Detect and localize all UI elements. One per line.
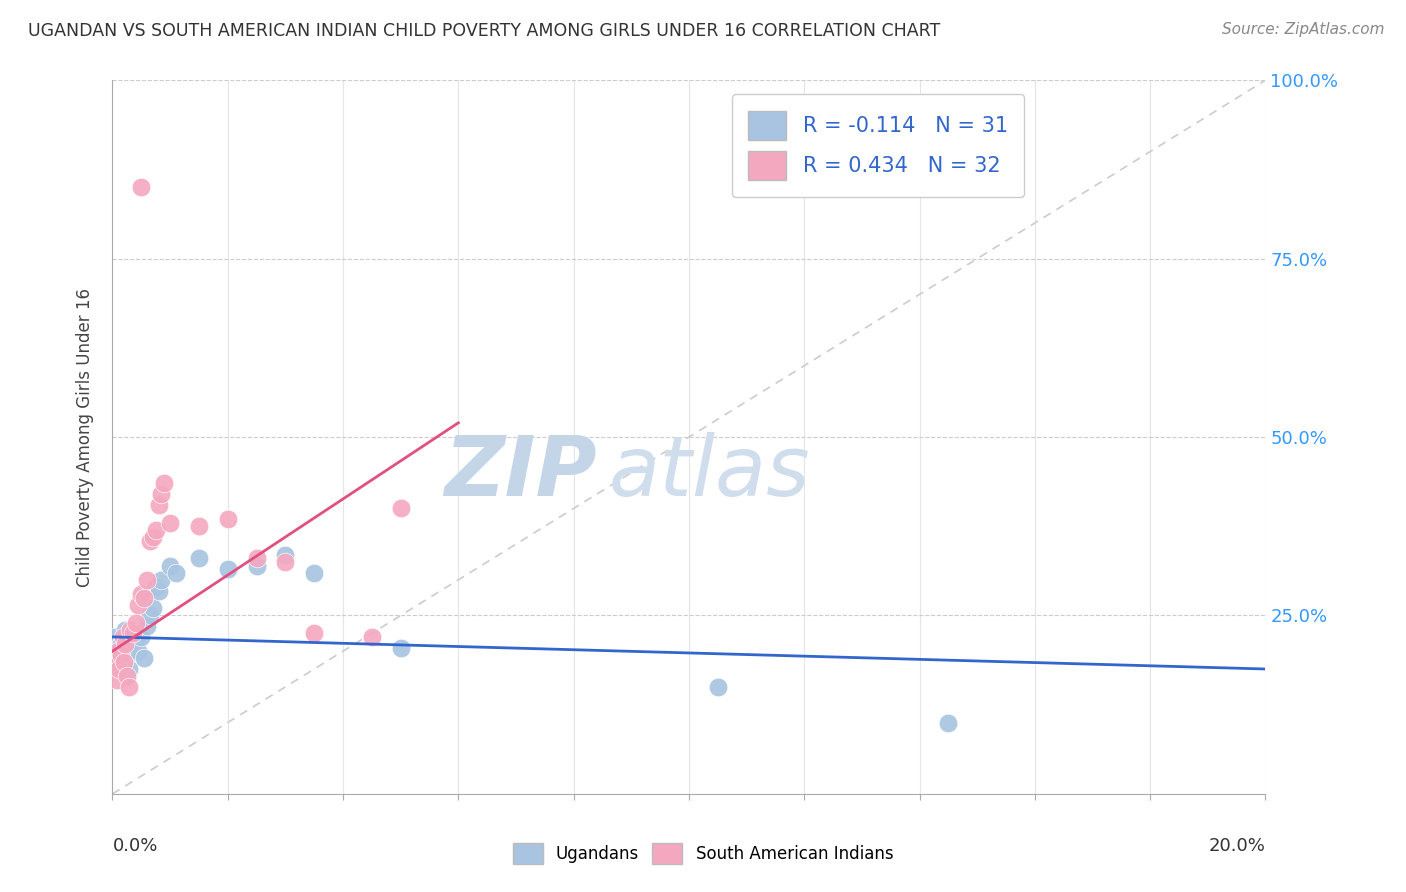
Point — [110, 637, 132, 651]
Point — [707, 680, 730, 694]
Point — [246, 551, 269, 566]
Point — [117, 662, 139, 676]
Point — [134, 651, 156, 665]
Point — [142, 530, 165, 544]
Legend: Ugandans, South American Indians: Ugandans, South American Indians — [506, 837, 900, 871]
Text: atlas: atlas — [609, 433, 810, 513]
Y-axis label: Child Poverty Among Girls Under 16: Child Poverty Among Girls Under 16 — [76, 287, 94, 587]
Point — [121, 626, 143, 640]
Point — [938, 715, 960, 730]
Point — [114, 637, 136, 651]
Point — [127, 598, 149, 612]
Point — [145, 523, 167, 537]
Point — [112, 644, 135, 658]
Point — [274, 548, 297, 562]
Point — [217, 562, 239, 576]
Point — [159, 558, 181, 573]
Point — [129, 630, 153, 644]
Point — [124, 633, 146, 648]
Point — [121, 626, 143, 640]
Point — [142, 601, 165, 615]
Text: UGANDAN VS SOUTH AMERICAN INDIAN CHILD POVERTY AMONG GIRLS UNDER 16 CORRELATION : UGANDAN VS SOUTH AMERICAN INDIAN CHILD P… — [28, 22, 941, 40]
Point — [127, 644, 149, 658]
Point — [117, 680, 139, 694]
Point — [361, 630, 384, 644]
Point — [118, 623, 141, 637]
Text: Source: ZipAtlas.com: Source: ZipAtlas.com — [1222, 22, 1385, 37]
Point — [111, 655, 134, 669]
Point — [246, 558, 269, 573]
Point — [136, 573, 159, 587]
Point — [148, 498, 170, 512]
Point — [115, 669, 138, 683]
Point — [150, 487, 173, 501]
Point — [153, 476, 176, 491]
Point — [159, 516, 181, 530]
Point — [108, 651, 131, 665]
Point — [274, 555, 297, 569]
Point — [112, 655, 135, 669]
Point — [389, 640, 412, 655]
Point — [188, 551, 211, 566]
Point — [389, 501, 412, 516]
Point — [136, 619, 159, 633]
Point — [107, 644, 129, 658]
Point — [105, 673, 128, 687]
Point — [165, 566, 187, 580]
Point — [134, 591, 156, 605]
Point — [110, 648, 132, 662]
Text: 20.0%: 20.0% — [1209, 837, 1265, 855]
Point — [129, 180, 153, 194]
Point — [139, 608, 162, 623]
Point — [304, 566, 326, 580]
Point — [115, 648, 138, 662]
Point — [107, 640, 129, 655]
Point — [118, 637, 141, 651]
Point — [148, 583, 170, 598]
Point — [188, 519, 211, 533]
Text: 0.0%: 0.0% — [112, 837, 157, 855]
Legend: R = -0.114   N = 31, R = 0.434   N = 32: R = -0.114 N = 31, R = 0.434 N = 32 — [731, 95, 1025, 197]
Point — [217, 512, 239, 526]
Point — [145, 580, 167, 594]
Point — [104, 630, 127, 644]
Point — [111, 630, 134, 644]
Point — [129, 587, 153, 601]
Point — [304, 626, 326, 640]
Point — [124, 615, 146, 630]
Point — [108, 662, 131, 676]
Point — [104, 658, 127, 673]
Point — [114, 623, 136, 637]
Text: ZIP: ZIP — [444, 433, 596, 513]
Point — [150, 573, 173, 587]
Point — [139, 533, 162, 548]
